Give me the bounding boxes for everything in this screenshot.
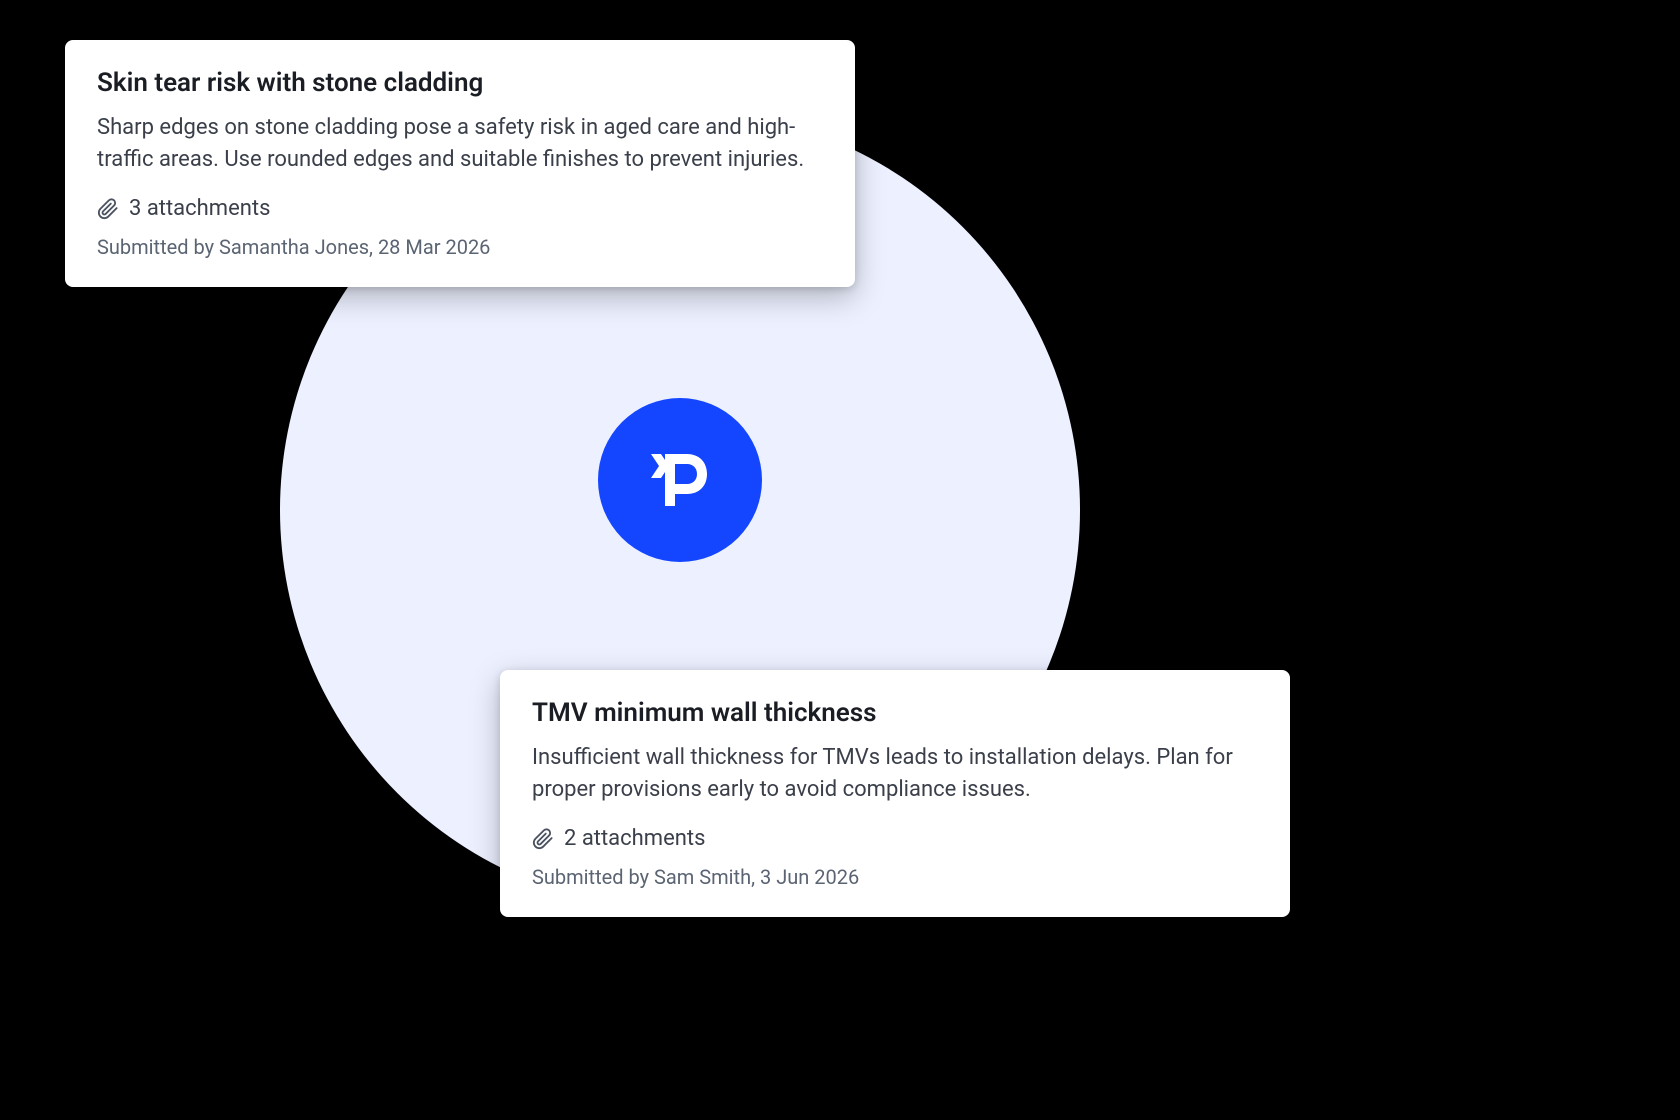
card-title: TMV minimum wall thickness: [532, 698, 1258, 728]
paperclip-icon: [97, 198, 119, 220]
logo-badge: [598, 398, 762, 562]
attachments-row[interactable]: 3 attachments: [97, 196, 823, 221]
attachments-label: 2 attachments: [564, 826, 705, 851]
card-description: Sharp edges on stone cladding pose a saf…: [97, 112, 823, 176]
card-submitted-by: Submitted by Samantha Jones, 28 Mar 2026: [97, 235, 823, 259]
logo-icon: [647, 444, 713, 516]
card-stone-cladding[interactable]: Skin tear risk with stone cladding Sharp …: [65, 40, 855, 287]
attachments-label: 3 attachments: [129, 196, 270, 221]
card-submitted-by: Submitted by Sam Smith, 3 Jun 2026: [532, 865, 1258, 889]
card-tmv-wall[interactable]: TMV minimum wall thickness Insufficient w…: [500, 670, 1290, 917]
card-description: Insufficient wall thickness for TMVs lea…: [532, 742, 1258, 806]
paperclip-icon: [532, 828, 554, 850]
attachments-row[interactable]: 2 attachments: [532, 826, 1258, 851]
card-title: Skin tear risk with stone cladding: [97, 68, 823, 98]
